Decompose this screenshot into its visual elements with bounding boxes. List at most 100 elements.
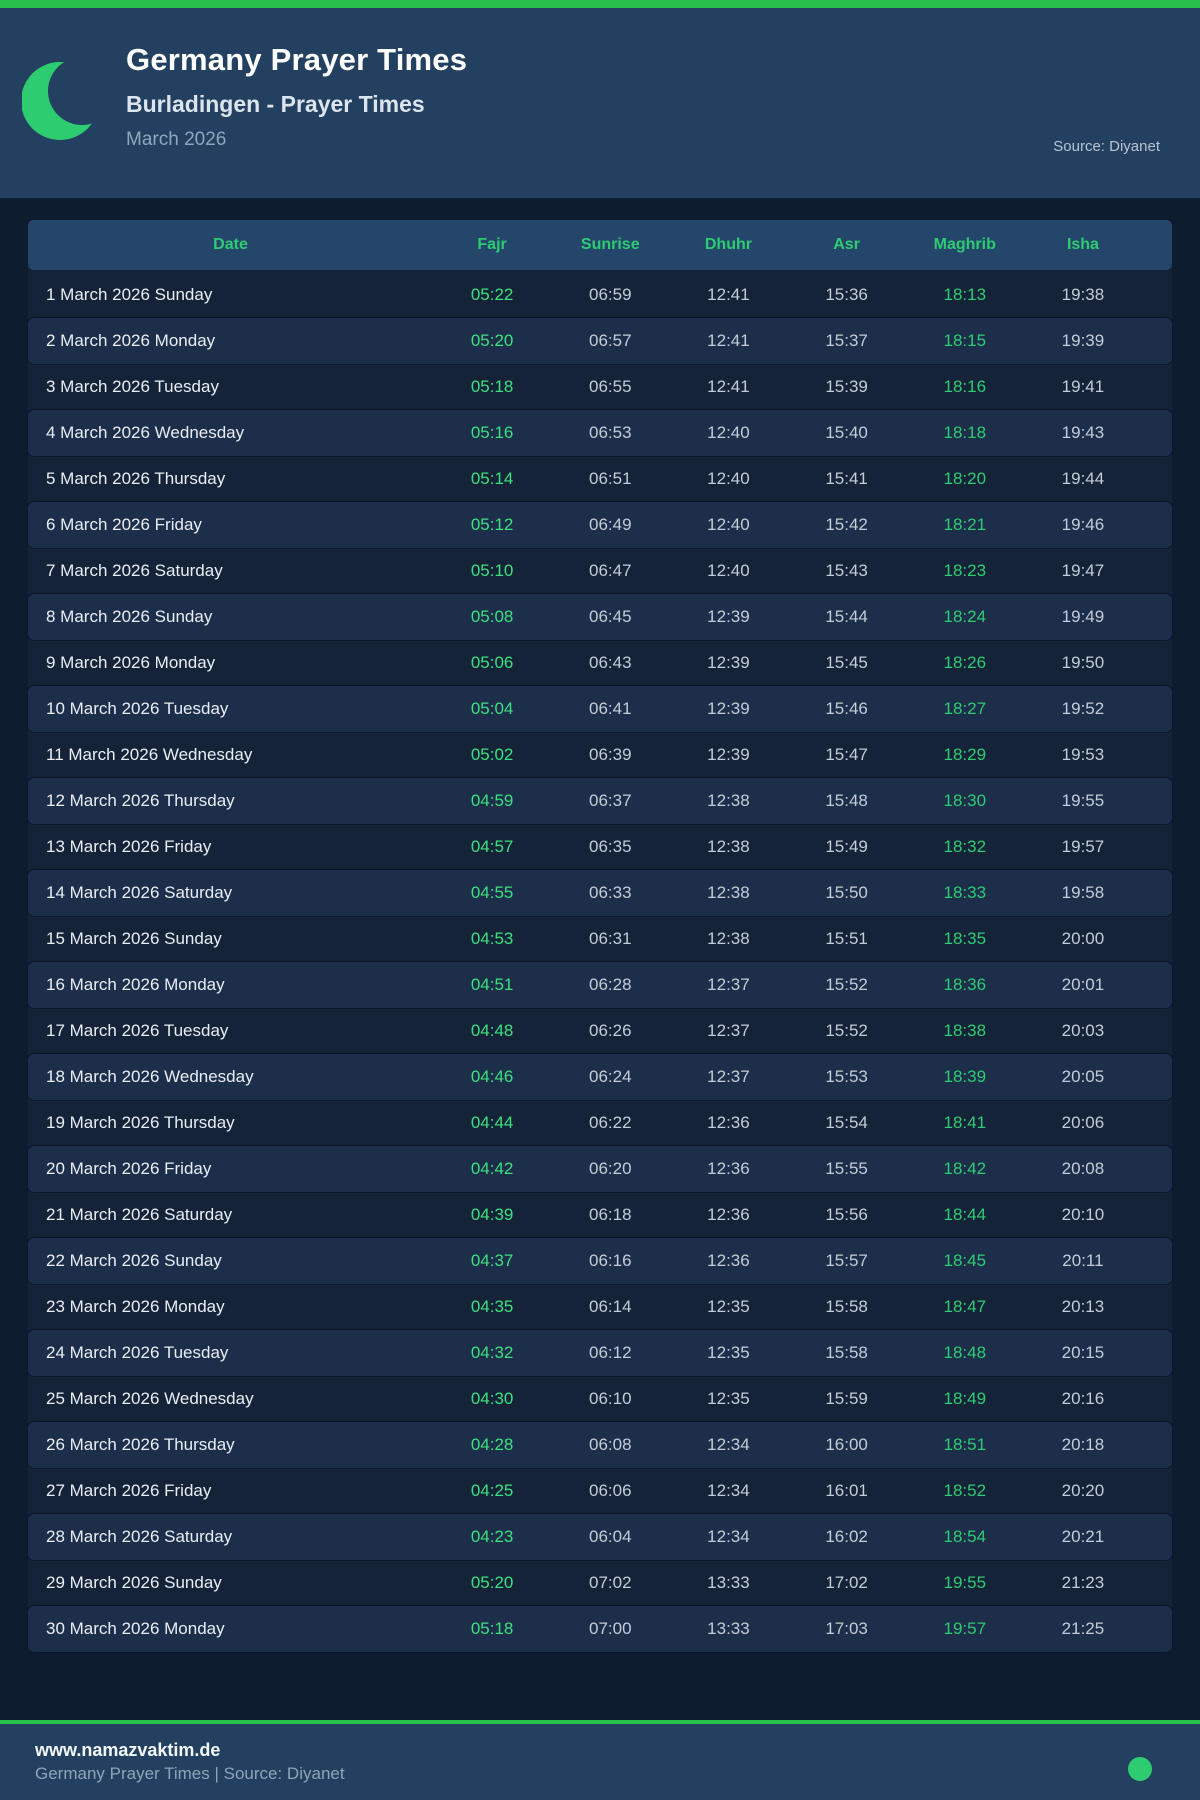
isha-cell: 19:57 xyxy=(1061,837,1105,856)
fajr-cell: 04:48 xyxy=(470,1021,514,1040)
asr-cell: 15:52 xyxy=(825,975,868,994)
column-header-fajr: Fajr xyxy=(477,236,507,253)
maghrib-cell: 18:35 xyxy=(943,929,987,948)
table-row: 15 March 2026 Sunday 04:53 06:31 12:38 15:51… xyxy=(28,916,1172,962)
isha-cell: 19:39 xyxy=(1061,331,1105,350)
isha-cell: 20:00 xyxy=(1061,929,1105,948)
table-row: 25 March 2026 Wednesday 04:30 06:10 12:35 15… xyxy=(28,1376,1172,1422)
table-row: 14 March 2026 Saturday 04:55 06:33 12:38 15:… xyxy=(28,870,1172,916)
asr-cell: 15:53 xyxy=(825,1067,868,1086)
maghrib-cell: 19:57 xyxy=(943,1619,987,1638)
dhuhr-cell: 13:33 xyxy=(707,1573,750,1592)
sunrise-cell: 06:51 xyxy=(588,469,632,488)
table-row: 12 March 2026 Thursday 04:59 06:37 12:38 15:… xyxy=(28,778,1172,824)
table-row: 2 March 2026 Monday 05:20 06:57 12:41 15:37 1… xyxy=(28,318,1172,364)
date-cell: 23 March 2026 Monday xyxy=(46,1297,225,1316)
asr-cell: 15:39 xyxy=(825,377,868,396)
sunrise-cell: 06:53 xyxy=(588,423,632,442)
sunrise-cell: 06:45 xyxy=(588,607,632,626)
table-row: 8 March 2026 Sunday 05:08 06:45 12:39 15:44 1… xyxy=(28,594,1172,640)
isha-cell: 19:50 xyxy=(1061,653,1105,672)
table-header-row: Date Fajr Sunrise Dhuhr Asr Maghrib Isha xyxy=(28,220,1172,270)
column-header-date: Date xyxy=(213,236,248,253)
page-subtitle: Burladingen - Prayer Times xyxy=(126,91,425,117)
dhuhr-cell: 12:36 xyxy=(707,1159,750,1178)
dhuhr-cell: 12:38 xyxy=(707,791,750,810)
maghrib-cell: 18:21 xyxy=(943,515,987,534)
fajr-cell: 05:02 xyxy=(470,745,514,764)
sunrise-cell: 06:06 xyxy=(588,1481,632,1500)
page-title: Germany Prayer Times xyxy=(126,42,468,77)
fajr-cell: 04:32 xyxy=(470,1343,514,1362)
date-cell: 18 March 2026 Wednesday xyxy=(46,1067,254,1086)
date-cell: 7 March 2026 Saturday xyxy=(46,561,223,580)
asr-cell: 15:58 xyxy=(825,1343,868,1362)
table-row: 5 March 2026 Thursday 05:14 06:51 12:40 15:4… xyxy=(28,456,1172,502)
table-row: 6 March 2026 Friday 05:12 06:49 12:40 15:42 1… xyxy=(28,502,1172,548)
asr-cell: 15:58 xyxy=(825,1297,868,1316)
isha-cell: 21:25 xyxy=(1061,1619,1105,1638)
table-row: 10 March 2026 Tuesday 05:04 06:41 12:39 15:4… xyxy=(28,686,1172,732)
fajr-cell: 05:22 xyxy=(470,285,514,304)
maghrib-cell: 18:45 xyxy=(943,1251,987,1270)
asr-cell: 16:02 xyxy=(825,1527,868,1546)
sunrise-cell: 06:41 xyxy=(588,699,632,718)
header-titles: Germany Prayer Times Burladingen - Praye… xyxy=(126,38,467,151)
date-cell: 30 March 2026 Monday xyxy=(46,1619,225,1638)
date-cell: 15 March 2026 Sunday xyxy=(46,929,222,948)
column-header-sunrise: Sunrise xyxy=(580,236,640,253)
sunrise-cell: 06:57 xyxy=(588,331,632,350)
date-cell: 14 March 2026 Saturday xyxy=(46,883,233,902)
table-row: 7 March 2026 Saturday 05:10 06:47 12:40 15:4… xyxy=(28,548,1172,594)
dhuhr-cell: 12:41 xyxy=(707,331,750,350)
asr-cell: 15:57 xyxy=(825,1251,868,1270)
footer-accent-line xyxy=(0,1720,1200,1724)
isha-cell: 19:38 xyxy=(1061,285,1105,304)
fajr-cell: 04:44 xyxy=(470,1113,514,1132)
dhuhr-cell: 12:34 xyxy=(707,1481,750,1500)
asr-cell: 15:51 xyxy=(825,929,868,948)
date-cell: 29 March 2026 Sunday xyxy=(46,1573,222,1592)
dhuhr-cell: 12:37 xyxy=(707,1067,750,1086)
dhuhr-cell: 12:38 xyxy=(707,929,750,948)
date-cell: 5 March 2026 Thursday xyxy=(46,469,226,488)
maghrib-cell: 18:42 xyxy=(943,1159,987,1178)
maghrib-cell: 18:32 xyxy=(943,837,987,856)
table-row: 21 March 2026 Saturday 04:39 06:18 12:36 15:… xyxy=(28,1192,1172,1238)
sunrise-cell: 06:31 xyxy=(588,929,632,948)
table-row: 30 March 2026 Monday 05:18 07:00 13:33 17:03… xyxy=(28,1606,1172,1652)
date-cell: 21 March 2026 Saturday xyxy=(46,1205,233,1224)
isha-cell: 19:49 xyxy=(1061,607,1105,626)
maghrib-cell: 18:20 xyxy=(943,469,987,488)
date-cell: 24 March 2026 Tuesday xyxy=(46,1343,229,1362)
isha-cell: 21:23 xyxy=(1061,1573,1105,1592)
column-header-maghrib: Maghrib xyxy=(933,236,996,253)
prayer-times-table: Date Fajr Sunrise Dhuhr Asr Maghrib Isha 1 Mar… xyxy=(28,220,1172,1652)
sunrise-cell: 06:12 xyxy=(588,1343,632,1362)
table-row: 24 March 2026 Tuesday 04:32 06:12 12:35 15:5… xyxy=(28,1330,1172,1376)
fajr-cell: 05:20 xyxy=(470,1573,514,1592)
main-content: Date Fajr Sunrise Dhuhr Asr Maghrib Isha 1 Mar… xyxy=(0,198,1200,1652)
maghrib-cell: 18:24 xyxy=(943,607,987,626)
table-row: 13 March 2026 Friday 04:57 06:35 12:38 15:49… xyxy=(28,824,1172,870)
date-cell: 13 March 2026 Friday xyxy=(46,837,212,856)
table-row: 26 March 2026 Thursday 04:28 06:08 12:34 16:… xyxy=(28,1422,1172,1468)
fajr-cell: 05:20 xyxy=(470,331,514,350)
table-body: 1 March 2026 Sunday 05:22 06:59 12:41 15:36 1… xyxy=(28,272,1172,1652)
fajr-cell: 05:16 xyxy=(470,423,514,442)
asr-cell: 15:40 xyxy=(825,423,868,442)
dhuhr-cell: 12:38 xyxy=(707,883,750,902)
site-url[interactable]: www.namazvaktim.de xyxy=(35,1740,221,1761)
crescent-moon-icon xyxy=(21,57,116,142)
green-dot-icon xyxy=(1128,1757,1152,1781)
maghrib-cell: 18:44 xyxy=(943,1205,987,1224)
isha-cell: 20:01 xyxy=(1061,975,1105,994)
asr-cell: 15:48 xyxy=(825,791,868,810)
dhuhr-cell: 12:37 xyxy=(707,1021,750,1040)
asr-cell: 17:03 xyxy=(825,1619,868,1638)
asr-cell: 16:00 xyxy=(825,1435,868,1454)
dhuhr-cell: 12:39 xyxy=(707,699,750,718)
table-row: 27 March 2026 Friday 04:25 06:06 12:34 16:01… xyxy=(28,1468,1172,1514)
isha-cell: 20:10 xyxy=(1061,1205,1105,1224)
isha-cell: 19:46 xyxy=(1061,515,1105,534)
